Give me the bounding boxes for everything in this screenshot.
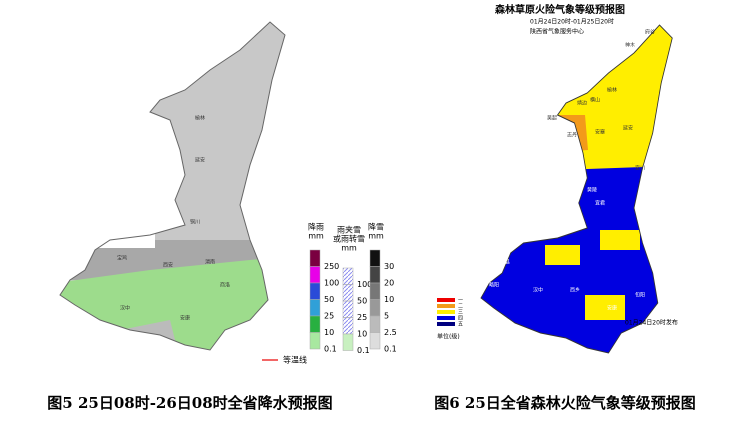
legend-value: 10 (357, 330, 367, 339)
legend-unit: 单位(级) (437, 333, 460, 341)
legend-label: 五 (458, 322, 463, 328)
legend-swatch (369, 299, 381, 317)
legend-value: 25 (357, 313, 367, 322)
place-label: 延安 (623, 125, 633, 132)
legend-swatch (437, 310, 455, 314)
legend-title: 雨夹雪 (337, 225, 361, 235)
legend-swatch (437, 322, 455, 326)
legend-value: 10 (324, 328, 334, 337)
place-label: 西安 (163, 262, 173, 269)
legend-swatch (309, 282, 321, 300)
place-label: 榆林 (607, 87, 617, 94)
legend-swatch (437, 298, 455, 302)
legend-swatch (342, 267, 354, 285)
legend-label: 三 (458, 310, 463, 316)
legend-label: 四 (458, 316, 463, 322)
legend-value: 20 (384, 279, 394, 288)
place-label: 渭南 (205, 259, 215, 266)
legend-swatch (309, 249, 321, 267)
place-label: 宝鸡 (515, 237, 525, 244)
legend-title: 降雨 (308, 222, 324, 232)
legend-title: 降雪 (368, 222, 384, 232)
place-label: 宜川 (635, 165, 645, 172)
legend-value: 10 (384, 295, 394, 304)
legend-value: 0.1 (384, 345, 397, 354)
place-label: 志丹 (567, 132, 577, 139)
legend-swatch (437, 316, 455, 320)
place-label: 延安 (195, 157, 205, 164)
legend-swatch (369, 332, 381, 350)
caption: 图5 25日08时-26日08时全省降水预报图 (47, 394, 332, 412)
place-label: 凤县 (500, 260, 510, 266)
legend-swatch (369, 249, 381, 267)
legend-label: 二 (458, 304, 463, 310)
place-label: 宜君 (595, 200, 605, 207)
legend-swatch (342, 284, 354, 302)
place-label: 铜川 (190, 219, 200, 226)
issued-time: 01月24日20时发布 (625, 319, 678, 327)
place-label: 横山 (590, 97, 600, 104)
map-issuer: 陕西省气象服务中心 (530, 28, 584, 36)
legend-title: mm (368, 232, 384, 241)
legend-value: 25 (324, 312, 334, 321)
place-label: 汉中 (533, 287, 543, 294)
fire-map: 森林草原火险气象等级预报图 01月24日20时-01月25日20时 陕西省气象服… (437, 3, 678, 354)
place-label: 黄陵 (587, 187, 597, 194)
place-label: 宝鸡 (117, 255, 127, 262)
place-label: 榆林 (195, 115, 205, 122)
place-label: 旬阳 (635, 292, 645, 299)
legend-swatch (309, 315, 321, 333)
legend-swatch (369, 315, 381, 333)
place-label: 靖边 (577, 100, 587, 107)
place-label: 汉中 (120, 305, 130, 312)
legend-value: 100 (357, 280, 372, 289)
legend-value: 30 (384, 262, 394, 271)
place-label: 神木 (625, 42, 635, 49)
place-label: 略阳 (489, 282, 499, 289)
legend-swatch (342, 333, 354, 351)
legend-swatch (369, 282, 381, 300)
place-label: 西乡 (570, 288, 580, 294)
legend-value: 50 (324, 295, 334, 304)
caption: 图6 25日全省森林火险气象等级预报图 (434, 394, 696, 412)
map-subtitle: 01月24日20时-01月25日20时 (530, 18, 614, 26)
legend-swatch (342, 317, 354, 335)
legend-value: 0.1 (357, 346, 370, 355)
legend-value: 100 (324, 279, 339, 288)
legend-title: mm (341, 244, 357, 253)
place-label: 府谷 (645, 29, 655, 36)
legend-swatch (309, 299, 321, 317)
place-label: 商洛 (220, 282, 230, 289)
legend-value: 2.5 (384, 328, 397, 337)
map-title: 森林草原火险气象等级预报图 (494, 3, 625, 16)
legend-value: 5 (384, 312, 389, 321)
legend-swatch (437, 304, 455, 308)
legend-value: 250 (324, 262, 339, 271)
legend-swatch (369, 266, 381, 284)
legend-title: 或雨转雪 (333, 234, 365, 244)
legend-swatch (309, 266, 321, 284)
legend-swatch (309, 332, 321, 350)
legend-value: 50 (357, 297, 367, 306)
place-label: 吴起 (547, 116, 557, 122)
legend-swatch (342, 300, 354, 318)
legend-title: mm (308, 232, 324, 241)
place-label: 安康 (180, 315, 190, 322)
place-label: 安康 (607, 305, 617, 312)
place-label: 彬县 (525, 215, 535, 222)
legend-value: 0.1 (324, 345, 337, 354)
place-label: 安塞 (595, 129, 605, 136)
line-legend-label: 等温线 (283, 355, 307, 365)
legend-label: 一 (458, 298, 463, 304)
